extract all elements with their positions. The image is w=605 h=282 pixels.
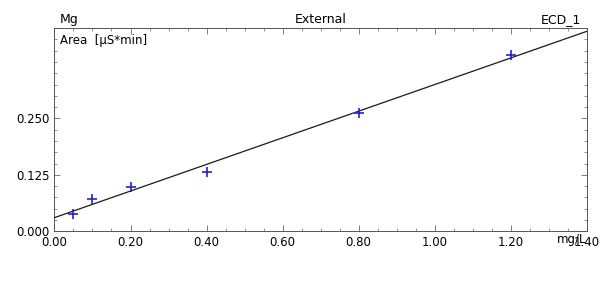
Text: mg/L: mg/L — [557, 233, 587, 246]
Text: Mg: Mg — [60, 13, 79, 26]
Text: ECD_1: ECD_1 — [541, 13, 581, 26]
Text: Area  [µS*min]: Area [µS*min] — [60, 34, 147, 47]
Text: External: External — [295, 13, 347, 26]
